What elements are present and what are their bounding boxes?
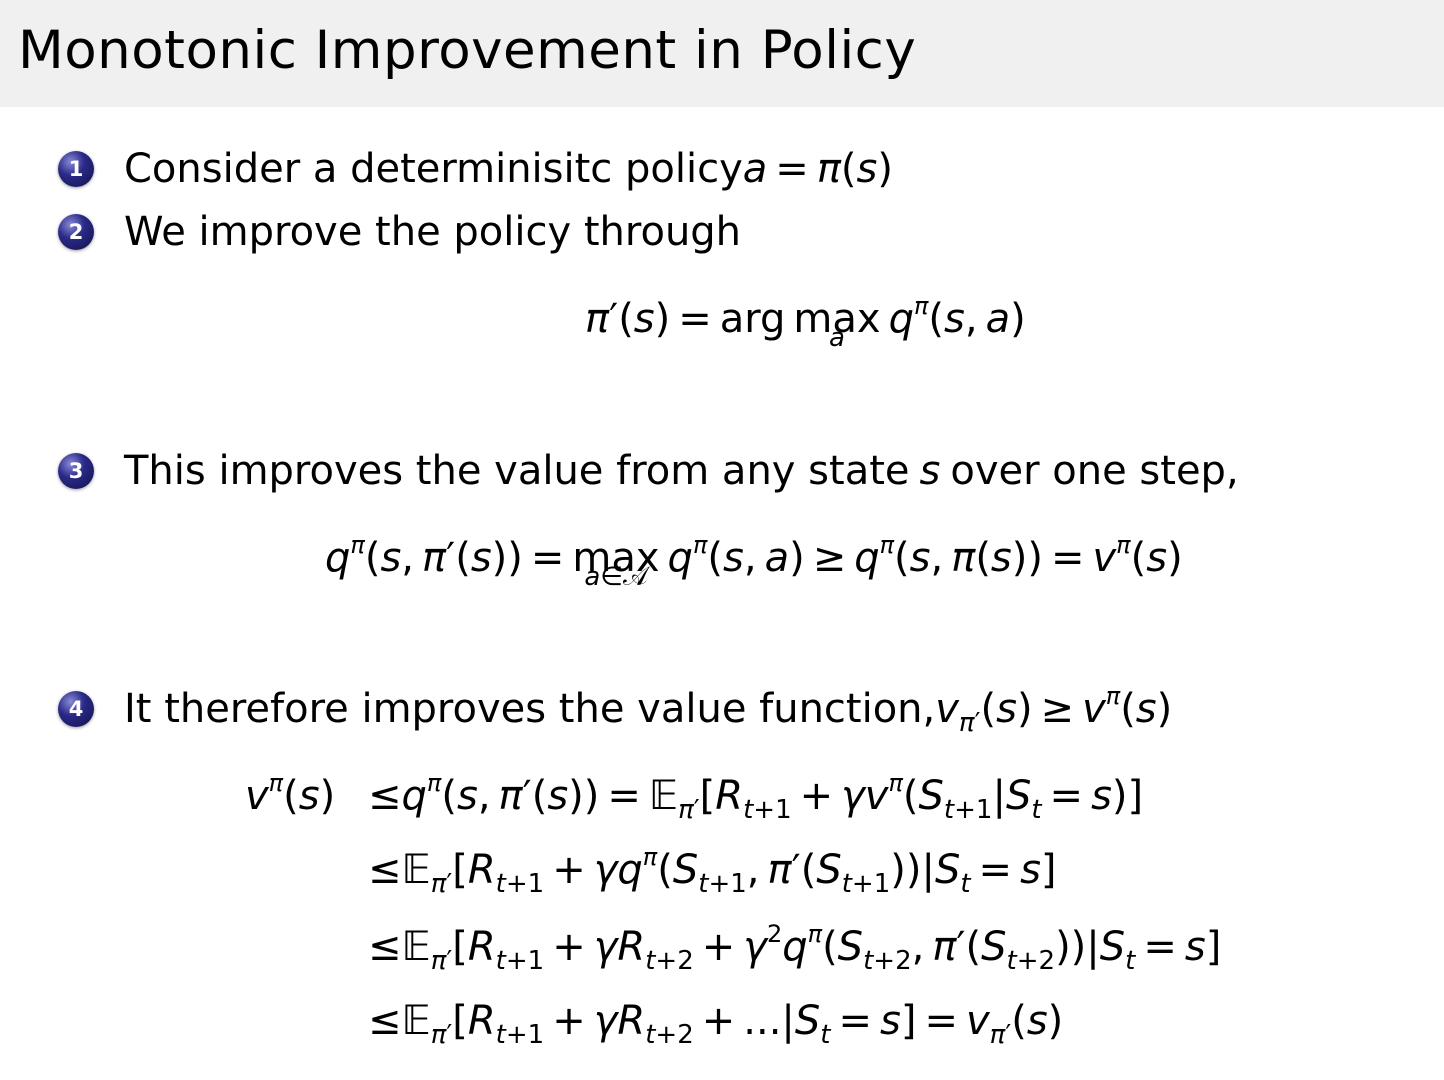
chain-line: ≤𝔼π′[Rt+1 + γRt+2 + γ2qπ(St+2, π′(St+2))… (368, 920, 1222, 977)
list-item: 3 This improves the value from any state… (58, 448, 1239, 494)
bullet-number-icon: 2 (58, 214, 94, 250)
bullet-number-icon: 1 (58, 151, 94, 187)
equation-one-step: qπ(s, π′(s)) = max a∈𝒜 qπ(s, a) ≥ qπ(s, π… (325, 531, 1183, 593)
chain-line: ≤𝔼π′[Rt+1 + γRt+2 + ...|St = s] = vπ′(s) (368, 998, 1064, 1051)
item-text: We improve the policy through (124, 209, 742, 255)
chain-line: ≤𝔼π′[Rt+1 + γqπ(St+1, π′(St+1))|St = s] (368, 843, 1057, 900)
list-item: 2 We improve the policy through (58, 209, 741, 255)
item-text: It therefore improves the value function… (124, 686, 936, 732)
item-math: s (919, 448, 941, 494)
chain-line: ≤qπ(s, π′(s)) = 𝔼π′[Rt+1 + γvπ(St+1|St =… (368, 769, 1144, 826)
list-item: 4 It therefore improves the value functi… (58, 682, 1173, 739)
bullet-number-icon: 3 (58, 453, 94, 489)
item-math: a = π(s) (742, 146, 893, 192)
bullet-number-icon: 4 (58, 691, 94, 727)
chain-lhs: vπ(s) (245, 769, 336, 819)
item-text: This improves the value from any state (124, 448, 910, 494)
item-text: Consider a determinisitc policy (124, 146, 743, 192)
limit-operator: max a (793, 296, 881, 354)
slide-title: Monotonic Improvement in Policy (18, 20, 917, 81)
item-text-after: over one step, (950, 448, 1239, 494)
limit-operator: max a∈𝒜 (572, 535, 660, 593)
slide-header: Monotonic Improvement in Policy (0, 0, 1444, 107)
list-item: 1 Consider a determinisitc policy a = π(… (58, 146, 893, 192)
equation-policy-update: π′(s) = arg max a qπ(s, a) (585, 292, 1026, 354)
item-math: vπ′(s) ≥ vπ(s) (935, 682, 1173, 739)
